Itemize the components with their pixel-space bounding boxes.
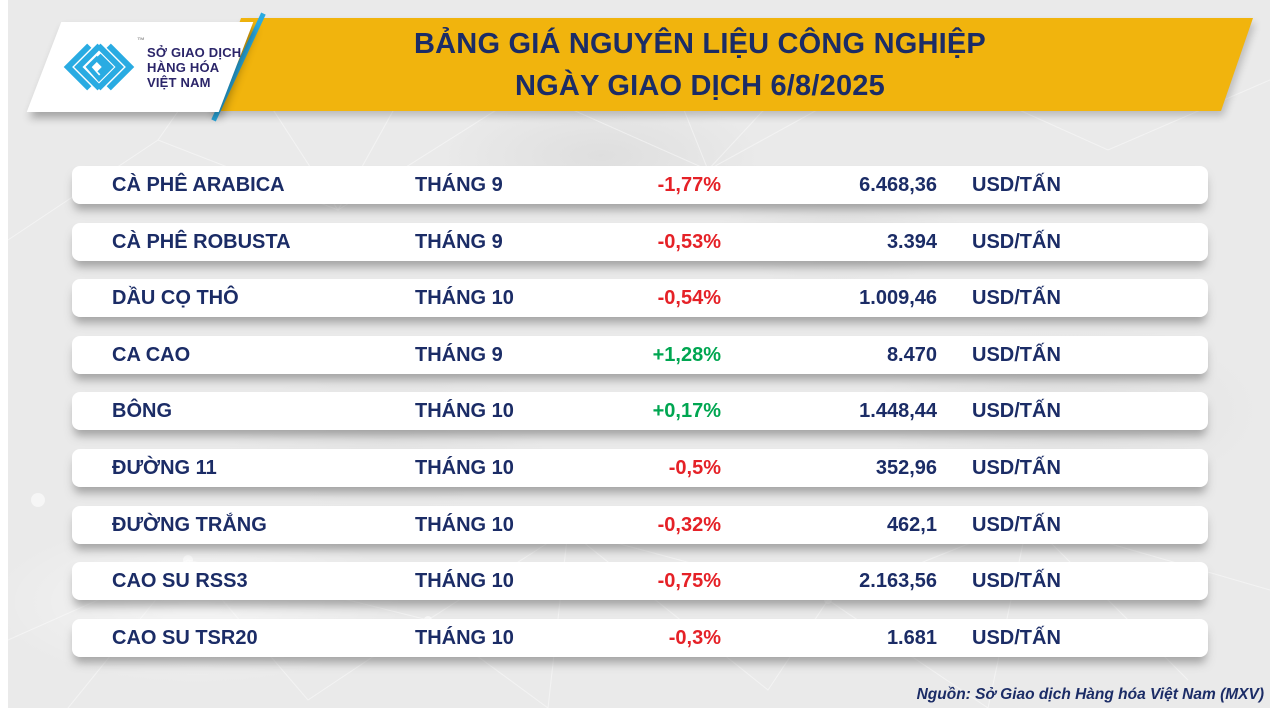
commodity-name: CÀ PHÊ ARABICA [112,174,285,196]
price-unit: USD/TẤN [972,513,1061,536]
logo-text-line2: HÀNG HÓA [147,59,220,75]
title-line1: BẢNG GIÁ NGUYÊN LIỆU CÔNG NGHIỆP [414,28,986,60]
contract-month: THÁNG 10 [415,456,514,479]
logo-text-line3: VIỆT NAM [147,74,211,90]
price-unit: USD/TẤN [972,230,1061,253]
price-value: 1.448,44 [859,400,937,423]
commodity-name: CÀ PHÊ ROBUSTA [112,230,291,253]
price-table: CÀ PHÊ ARABICA THÁNG 9 -1,77% 6.468,36 U… [72,166,1208,675]
table-row: CÀ PHÊ ROBUSTA THÁNG 9 -0,53% 3.394 USD/… [72,222,1208,261]
contract-month: THÁNG 9 [415,174,503,196]
contract-month: THÁNG 10 [415,287,514,310]
contract-month: THÁNG 9 [415,230,503,253]
table-row: CÀ PHÊ ARABICA THÁNG 9 -1,77% 6.468,36 U… [72,166,1208,204]
contract-month: THÁNG 10 [415,513,514,536]
source-note: Nguồn: Sở Giao dịch Hàng hóa Việt Nam (M… [916,686,1264,703]
table-row: CAO SU TSR20 THÁNG 10 -0,3% 1.681 USD/TẤ… [72,618,1208,657]
table-row: CAO SU RSS3 THÁNG 10 -0,75% 2.163,56 USD… [72,562,1208,601]
change-percent: -0,53% [657,230,721,253]
change-percent: +0,17% [652,400,721,423]
price-value: 2.163,56 [859,570,937,593]
table-row: CA CAO THÁNG 9 +1,28% 8.470 USD/TẤN [72,335,1208,374]
price-value: 3.394 [886,230,937,253]
commodity-name: CAO SU TSR20 [112,626,258,649]
price-unit: USD/TẤN [972,570,1061,593]
commodity-name: CAO SU RSS3 [112,570,248,593]
commodity-name: DẦU CỌ THÔ [112,287,239,310]
change-percent: -1,77% [657,174,721,196]
price-unit: USD/TẤN [972,343,1061,366]
change-percent: -0,3% [668,626,721,649]
page-title: BẢNG GIÁ NGUYÊN LIỆU CÔNG NGHIỆP NGÀY GI… [330,23,1070,107]
price-value: 462,1 [886,513,937,536]
price-unit: USD/TẤN [972,626,1061,649]
contract-month: THÁNG 10 [415,626,514,649]
commodity-name: ĐƯỜNG 11 [112,456,217,479]
trademark-symbol: ™ [137,36,145,45]
logo-text-line1: SỞ GIAO DỊCH [147,44,242,60]
change-percent: +1,28% [652,343,721,366]
price-value: 352,96 [875,456,937,479]
logo-wordmark: SỞ GIAO DỊCH HÀNG HÓA VIỆT NAM [147,45,241,90]
commodity-name: BÔNG [112,400,172,423]
price-value: 8.470 [886,343,937,366]
table-row: BÔNG THÁNG 10 +0,17% 1.448,44 USD/TẤN [72,392,1208,431]
change-percent: -0,75% [657,570,721,593]
contract-month: THÁNG 10 [415,400,514,423]
price-value: 6.468,36 [859,174,937,196]
title-line2: NGÀY GIAO DỊCH 6/8/2025 [515,70,885,102]
commodity-name: CA CAO [112,343,191,366]
mxv-logo-content: ™ SỞ GIAO DỊCH HÀNG HÓA VIỆT NAM [44,22,241,112]
table-row: DẦU CỌ THÔ THÁNG 10 -0,54% 1.009,46 USD/… [72,279,1208,318]
price-value: 1.681 [886,626,937,649]
contract-month: THÁNG 10 [415,570,514,593]
change-percent: -0,5% [668,456,721,479]
price-unit: USD/TẤN [972,174,1061,196]
mxv-logo: ™ SỞ GIAO DỊCH HÀNG HÓA VIỆT NAM [26,22,254,112]
price-unit: USD/TẤN [972,400,1061,423]
price-unit: USD/TẤN [972,287,1061,310]
change-percent: -0,32% [657,513,721,536]
change-percent: -0,54% [657,287,721,310]
mxv-logo-icon [63,43,135,91]
price-unit: USD/TẤN [972,456,1061,479]
price-value: 1.009,46 [859,287,937,310]
table-row: ĐƯỜNG 11 THÁNG 10 -0,5% 352,96 USD/TẤN [72,448,1208,487]
contract-month: THÁNG 9 [415,343,503,366]
commodity-name: ĐƯỜNG TRẮNG [112,513,267,536]
table-row: ĐƯỜNG TRẮNG THÁNG 10 -0,32% 462,1 USD/TẤ… [72,505,1208,544]
